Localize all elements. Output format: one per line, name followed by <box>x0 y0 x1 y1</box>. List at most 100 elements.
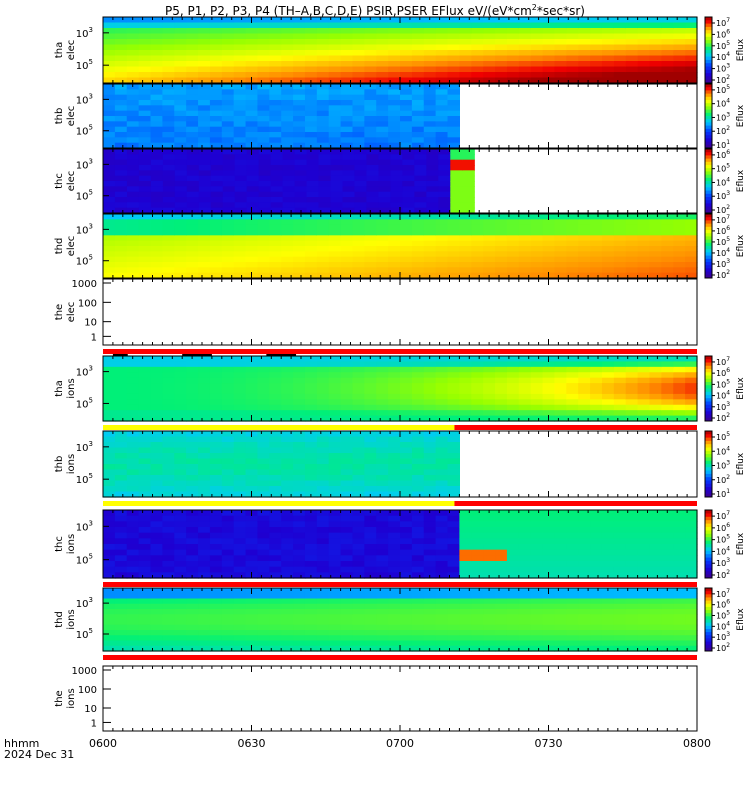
spectrogram-cell <box>590 521 603 528</box>
spectrogram-cell <box>438 159 451 166</box>
spectrogram-cell <box>221 44 235 51</box>
spectrogram-cell <box>649 61 662 68</box>
spectrogram-cell <box>103 598 116 605</box>
spectrogram-cell <box>411 458 425 465</box>
spectrogram-cell <box>459 267 472 274</box>
spectrogram-cell <box>495 377 508 384</box>
spectrogram-cell <box>328 515 342 522</box>
spectrogram-cell <box>269 61 282 68</box>
spectrogram-cell <box>340 515 354 522</box>
spectrogram-cell <box>210 154 224 161</box>
spectrogram-cell <box>233 515 247 522</box>
colorbar-segment <box>705 262 712 266</box>
spectrogram-cell <box>257 630 270 636</box>
spectrogram-cell <box>625 267 639 274</box>
spectrogram-cell <box>685 549 698 556</box>
y-tick-exponent: 5 <box>89 124 93 132</box>
spectrogram-cell <box>447 89 460 96</box>
colorbar-segment <box>705 450 712 455</box>
spectrogram-cell <box>530 230 544 236</box>
spectrogram-cell <box>245 256 259 263</box>
spectrogram-cell <box>447 66 460 73</box>
spectrogram-cell <box>198 170 212 177</box>
spectrogram-cell <box>328 110 342 117</box>
spectrogram-cell <box>150 175 164 182</box>
spectrogram-cell <box>293 436 306 443</box>
spectrogram-cell <box>685 50 698 57</box>
spectrogram-cell <box>162 202 176 209</box>
spectrogram-cell <box>233 137 247 144</box>
spectrogram-cell <box>400 94 413 101</box>
spectrogram-cell <box>103 572 116 579</box>
spectrogram-cell <box>566 372 579 379</box>
spectrogram-cell <box>150 404 163 411</box>
spectrogram-cell <box>578 555 591 562</box>
spectrogram-cell <box>138 372 152 379</box>
spectrogram-cell <box>411 142 425 149</box>
spectrogram-cell <box>340 549 354 556</box>
spectrogram-cell <box>376 399 389 406</box>
spectrogram-cell <box>281 372 294 379</box>
spectrogram-cell <box>293 393 306 400</box>
spectrogram-cell <box>162 415 175 422</box>
spectrogram-cell <box>257 453 270 460</box>
spectrogram-cell <box>114 555 128 562</box>
spectrogram-cell <box>269 532 282 539</box>
spectrogram-cell <box>174 527 187 534</box>
spectrogram-cell <box>554 356 567 363</box>
spectrogram-cell <box>438 207 451 214</box>
spectrogram-cell <box>625 240 639 247</box>
spectrogram-cell <box>590 527 603 534</box>
spectrogram-cell <box>138 207 152 214</box>
spectrogram-cell <box>270 197 284 203</box>
spectrogram-cell <box>126 549 140 556</box>
spectrogram-cell <box>328 272 342 279</box>
spectrogram-cell <box>435 538 449 545</box>
spectrogram-cell <box>174 566 187 573</box>
y-tick-label: 1 <box>91 332 97 343</box>
spectrogram-cell <box>685 521 698 528</box>
spectrogram-cell <box>388 235 401 242</box>
spectrogram-cell <box>495 383 508 390</box>
spectrogram-cell <box>590 538 603 545</box>
spectrogram-cell <box>354 186 368 193</box>
spectrogram-cell <box>316 251 330 258</box>
spectrogram-cell <box>376 442 389 449</box>
spectrogram-cell <box>661 219 674 226</box>
spectrogram-cell <box>257 410 270 417</box>
spectrogram-cell <box>126 361 140 368</box>
spectrogram-cell <box>376 66 389 73</box>
spectrogram-cell <box>423 410 437 417</box>
spectrogram-cell <box>376 110 389 117</box>
panel-label-species: ions <box>66 454 77 474</box>
spectrogram-cell <box>352 549 365 556</box>
spectrogram-cell <box>426 170 439 177</box>
spectrogram-cell <box>685 240 698 247</box>
spectrogram-cell <box>661 510 674 517</box>
spectrogram-cell <box>378 191 392 198</box>
spectrogram-cell <box>269 404 282 411</box>
colorbar-tick-exponent: 5 <box>726 40 730 47</box>
spectrogram-cell <box>138 555 152 562</box>
spectrogram-cell <box>245 544 259 551</box>
spectrogram-cell <box>138 181 152 187</box>
spectrogram-cell <box>506 219 520 226</box>
spectrogram-cell <box>342 149 356 155</box>
spectrogram-cell <box>316 415 330 422</box>
spectrogram-cell <box>233 84 247 90</box>
spectrogram-cell <box>388 410 401 417</box>
spectrogram-cell <box>328 566 342 573</box>
spectrogram-cell <box>673 224 686 231</box>
spectrogram-cell <box>304 366 318 373</box>
spectrogram-cell <box>138 170 152 177</box>
spectrogram-cell <box>483 256 496 263</box>
colorbar-tick-exponent: 6 <box>726 28 730 35</box>
spectrogram-cell <box>198 588 211 594</box>
spectrogram-cell <box>400 491 413 498</box>
spectrogram-cell <box>506 28 520 35</box>
spectrogram-cell <box>198 202 212 209</box>
spectrogram-cell <box>293 415 306 422</box>
spectrogram-cell <box>483 515 496 522</box>
spectrogram-cell <box>495 532 508 539</box>
spectrogram-cell <box>304 22 318 29</box>
